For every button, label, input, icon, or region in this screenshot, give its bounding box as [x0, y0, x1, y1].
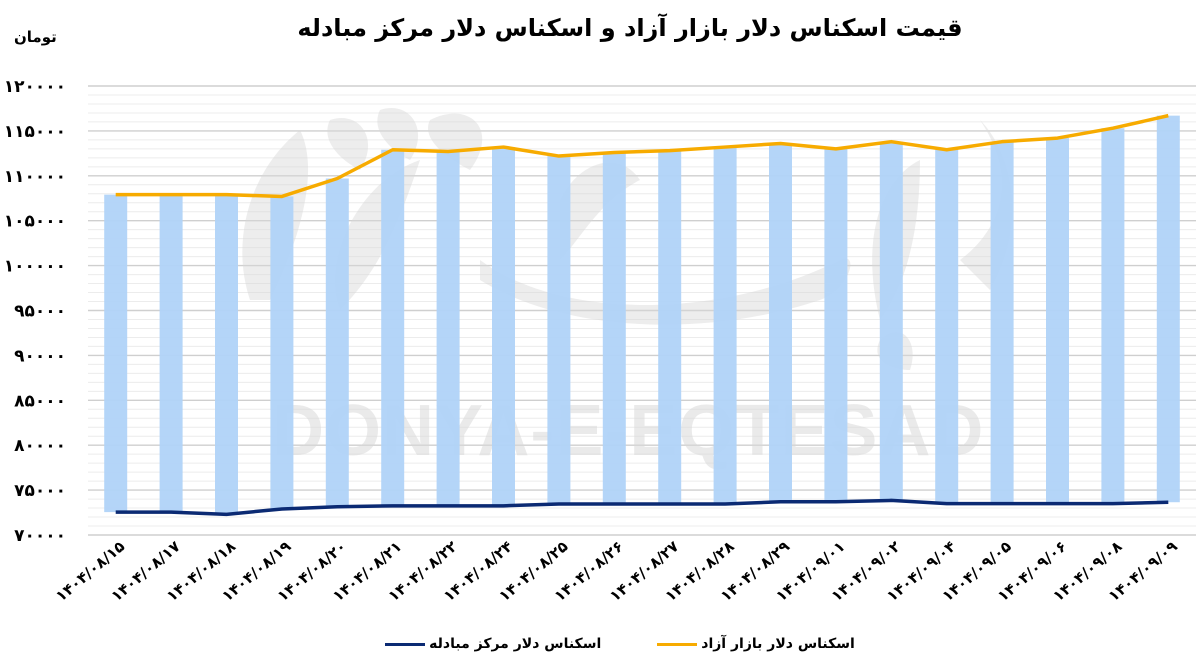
y-tick-label: ۷۵۰۰۰ [14, 481, 66, 501]
gap-bar [990, 141, 1014, 504]
x-axis-ticks: ۱۴۰۴/۰۸/۱۵۱۴۰۴/۰۸/۱۷۱۴۰۴/۰۸/۱۸۱۴۰۴/۰۸/۱۹… [52, 537, 1181, 605]
gap-bar [492, 147, 515, 506]
gap-bar [1156, 115, 1180, 503]
y-axis-ticks: ۱۲۰۰۰۰ ۱۱۵۰۰۰ ۱۱۰۰۰۰ ۱۰۵۰۰۰ ۱۰۰۰۰۰ ۹۵۰۰۰ ۹۰۰۰۰… [4, 77, 66, 546]
gap-bar [325, 178, 349, 507]
y-tick-label: ۱۰۰۰۰۰ [4, 257, 66, 277]
y-axis-unit-label: تومان [14, 28, 57, 46]
gap-bar [381, 149, 405, 506]
gap-bar [602, 152, 626, 505]
gap-bar [547, 156, 571, 505]
gap-bar [824, 148, 848, 502]
gap-bar [713, 147, 737, 505]
legend-item-free-market: اسکناس دلار بازار آزاد [657, 636, 855, 652]
y-tick-label: ۸۵۰۰۰ [14, 391, 66, 411]
y-tick-label: ۱۱۵۰۰۰ [4, 122, 66, 142]
gap-bar [159, 194, 183, 513]
y-tick-label: ۹۵۰۰۰ [14, 302, 66, 322]
y-tick-label: ۱۲۰۰۰۰ [4, 77, 66, 97]
y-tick-label: ۷۰۰۰۰ [14, 526, 66, 546]
legend-label-central-exchange: اسکناس دلار مرکز مبادله [429, 636, 602, 652]
y-tick-label: ۱۱۰۰۰۰ [4, 167, 66, 187]
legend-label-free-market: اسکناس دلار بازار آزاد [701, 636, 855, 652]
gap-bar [1046, 138, 1069, 504]
free-market-line [115, 113, 1169, 199]
gap-bar [879, 141, 903, 501]
legend: اسکناس دلار بازار آزاد اسکناس دلار مرکز … [0, 636, 1200, 652]
gap-bar [658, 150, 682, 505]
central-exchange-line [115, 498, 1169, 517]
gap-bar [215, 194, 238, 515]
y-tick-label: ۱۰۵۰۰۰ [4, 212, 66, 232]
gap-bar [769, 143, 792, 502]
legend-swatch-free-market-icon [657, 642, 698, 646]
gap-bar [270, 196, 294, 509]
gap-bar [436, 151, 460, 506]
gap-bars [104, 115, 1180, 515]
legend-item-central-exchange: اسکناس دلار مرکز مبادله [385, 636, 601, 652]
watermark-text: DONYA-E-EQTESAD [272, 391, 984, 471]
chart-title: قیمت اسکناس دلار بازار آزاد و اسکناس دلا… [297, 14, 963, 42]
y-tick-label: ۹۰۰۰۰ [14, 346, 66, 366]
gap-bar [104, 194, 128, 513]
gap-bar [1101, 128, 1125, 504]
y-tick-label: ۸۰۰۰۰ [14, 436, 66, 456]
gap-bar [935, 149, 959, 504]
legend-swatch-central-exchange-icon [385, 642, 426, 646]
